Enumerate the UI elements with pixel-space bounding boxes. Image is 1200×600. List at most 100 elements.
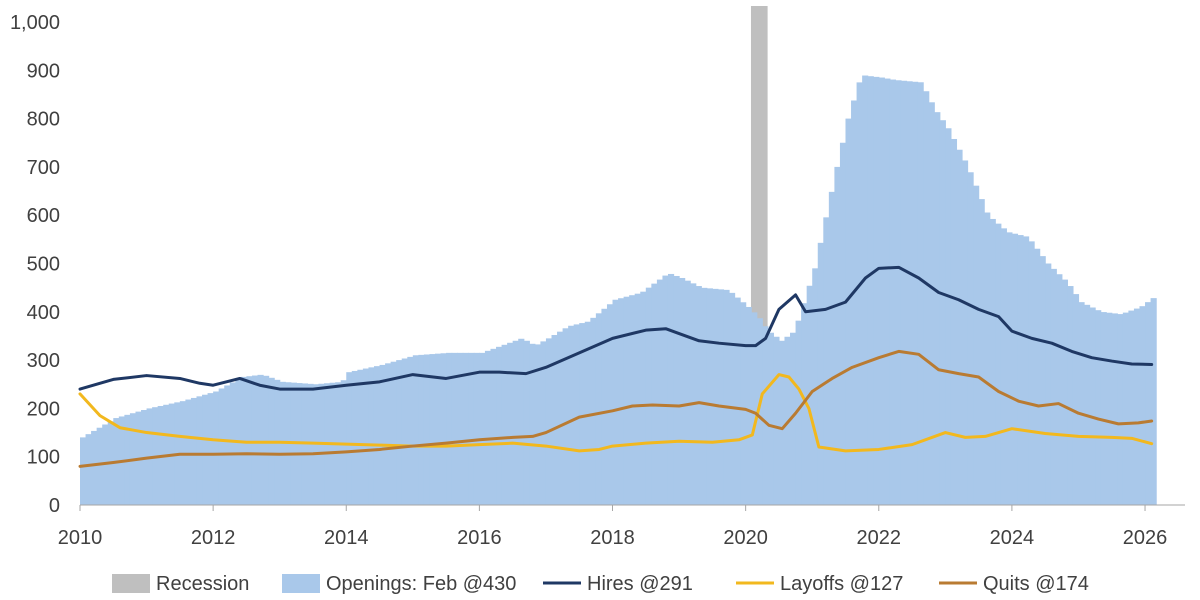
openings-bar [1000,228,1007,505]
openings-bar [618,298,625,505]
openings-bar [540,341,547,505]
openings-bar [80,437,87,505]
openings-bar [1089,307,1096,505]
openings-bar [1023,236,1030,505]
openings-bar [351,370,358,505]
openings-bar [612,299,619,505]
openings-bar [440,353,447,505]
openings-bar [257,374,264,505]
series-line-quits [78,349,1154,468]
openings-bar [435,353,442,505]
openings-bar [373,366,381,505]
openings-bar [462,352,469,505]
openings-bar [468,352,475,505]
openings-bar [601,308,608,505]
openings-bar [246,376,253,505]
openings-bar [834,166,841,505]
openings-bar [989,218,996,505]
openings-bar [795,320,802,505]
openings-bar [961,160,969,505]
y-tick-label: 200 [27,398,60,420]
y-tick-label: 700 [27,157,60,179]
openings-bar [1034,248,1041,506]
openings-bar [1145,302,1152,505]
openings-bar [1122,312,1129,505]
openings-bar [906,81,913,506]
openings-bar [873,76,880,506]
series-line-hires [78,265,1154,391]
openings-bar [1111,313,1118,505]
openings-bar [1011,233,1019,505]
openings-bar [1017,235,1024,505]
openings-bar [368,367,375,505]
openings-bar [562,328,569,505]
openings-bar [1133,308,1141,505]
openings-bar [568,325,575,505]
openings-bar [606,304,614,505]
openings-bar [379,364,386,505]
openings-bar [1095,310,1102,505]
axes: 0 100 200 300 400 500 600 700 800 900 1,000 2010 201… [10,12,1185,549]
openings-bar [534,344,542,505]
openings-bar [584,321,591,505]
openings-bar [712,288,719,505]
y-tick-label: 500 [27,254,60,276]
openings-bar [346,372,353,505]
openings-bar [634,293,641,505]
openings-bar [817,242,824,505]
openings-bar [662,275,669,505]
openings-bar [778,340,786,505]
openings-bar [1117,314,1124,505]
openings-bar [684,280,691,505]
openings-bar [917,82,924,506]
openings-bar [196,396,203,505]
openings-bar [945,128,952,505]
openings-bar [934,112,941,505]
y-tick-label: 300 [27,350,60,372]
x-tick-label: 2014 [324,527,369,549]
openings-bar [1061,279,1068,505]
openings-bar [973,185,980,505]
openings-bar [900,80,908,505]
openings-bar [473,352,480,505]
openings-bar [91,430,98,505]
legend-swatch [282,574,320,593]
openings-bar [851,100,858,506]
openings-bar [490,348,497,505]
legend-label: Recession [156,573,249,595]
openings-bar [396,360,403,505]
openings-bar [995,223,1002,505]
openings-bar [412,355,419,505]
series-line-layoffs [78,373,1154,453]
openings-bar [867,76,874,505]
openings-bar [701,287,708,505]
openings-bar [496,346,503,505]
y-tick-label: 0 [49,495,60,517]
openings-bar [229,382,236,505]
openings-bar [1078,302,1085,505]
openings-bar [501,344,508,505]
openings-bar [1084,304,1091,505]
openings-bar [889,79,897,505]
x-tick-label: 2016 [457,527,502,549]
openings-bar [1056,274,1063,505]
openings-bar [640,291,647,505]
openings-bar [1039,256,1046,505]
openings-bar [767,332,774,505]
openings-bar [967,172,974,505]
openings-bar [457,352,464,505]
openings-bar [928,102,935,506]
y-tick-label: 800 [27,109,60,131]
openings-bar [446,352,453,505]
legend-swatch [112,574,150,593]
y-tick-label: 900 [27,60,60,82]
openings-bar [939,120,946,506]
openings-bar [407,356,414,505]
openings-bar [507,342,514,505]
openings-bar [263,375,270,505]
openings-bar [812,268,819,505]
openings-bar [1045,263,1052,505]
openings-bar [862,75,869,505]
